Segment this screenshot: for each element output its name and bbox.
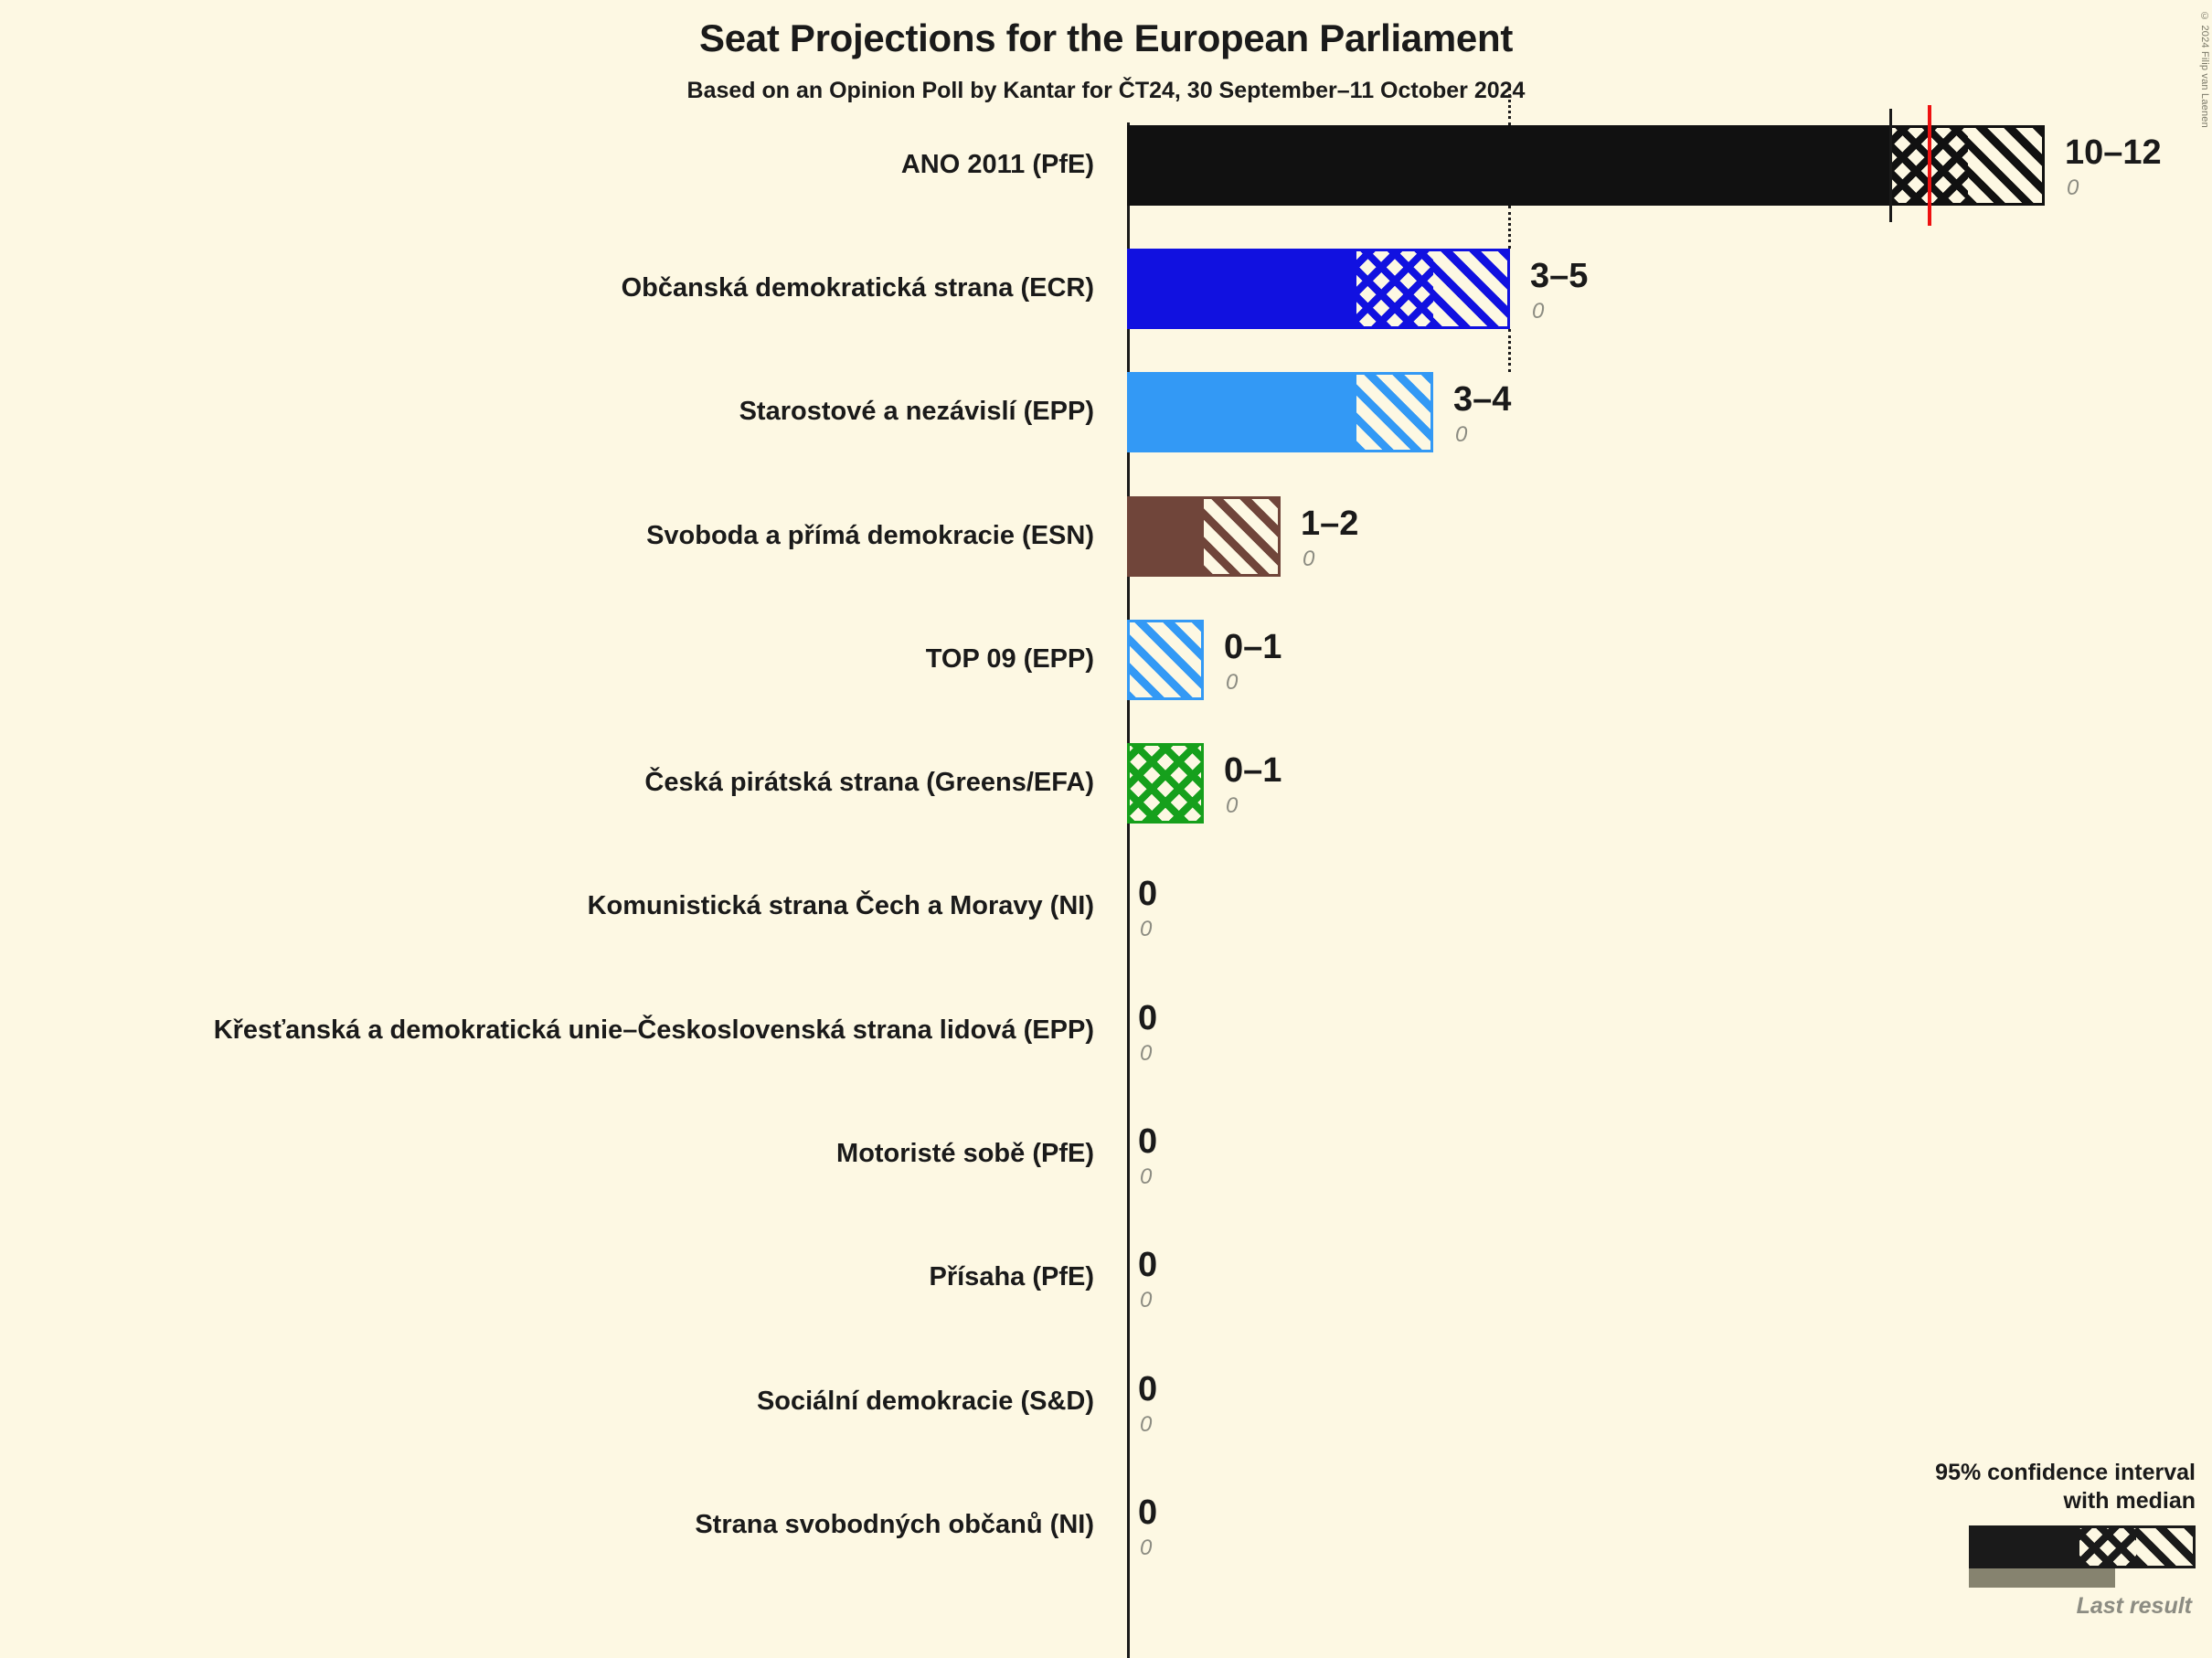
party-label: Svoboda a přímá demokracie (ESN) (646, 521, 1094, 550)
bar-segment-diagonal (1968, 125, 2045, 206)
party-row: TOP 09 (EPP) 0–1 0 (0, 620, 2212, 700)
majority-tick (1928, 105, 1931, 226)
legend-segment-crosshatch (2079, 1528, 2136, 1566)
last-result-value: 0 (1140, 1164, 1153, 1189)
threshold-dotted-line (1508, 329, 1511, 372)
bar-segment-diagonal (1433, 249, 1510, 329)
bar-outline (1127, 372, 1433, 452)
seat-range-value: 0 (1138, 999, 1158, 1037)
legend-segment-solid (1972, 1528, 2079, 1566)
last-result-value: 0 (1140, 1536, 1153, 1560)
legend-last-result-bar (1969, 1568, 2115, 1588)
bar-segment-diagonal (1356, 372, 1433, 452)
party-label: Starostové a nezávislí (EPP) (739, 397, 1094, 426)
party-row: Česká pirátská strana (Greens/EFA) 0–1 0 (0, 743, 2212, 824)
party-label: ANO 2011 (PfE) (900, 150, 1094, 179)
legend-segment-diagonal (2136, 1528, 2193, 1566)
seat-range-value: 0 (1138, 1370, 1158, 1408)
party-label: Přísaha (PfE) (929, 1262, 1095, 1291)
legend-line-2: with median (2063, 1487, 2196, 1514)
legend-last-result-label: Last result (2076, 1593, 2192, 1619)
bar-segment-diagonal (1204, 496, 1281, 577)
party-label: Motoristé sobě (PfE) (836, 1139, 1094, 1168)
seat-range-value: 3–5 (1530, 257, 1589, 295)
seat-range-value: 0–1 (1224, 751, 1282, 790)
chart-subtitle: Based on an Opinion Poll by Kantar for Č… (686, 78, 1526, 103)
party-row: Sociální demokracie (S&D) 0 0 (0, 1362, 2212, 1442)
seat-range-value: 0 (1138, 1246, 1158, 1284)
bar-segment-solid (1127, 125, 1891, 206)
confidence-interval-bar (1127, 249, 1510, 329)
last-result-value: 0 (1226, 670, 1239, 695)
seat-range-value: 0 (1138, 1122, 1158, 1161)
legend-line-1: 95% confidence interval (1935, 1460, 2196, 1485)
bar-segment-solid (1127, 249, 1356, 329)
confidence-interval-bar (1127, 496, 1281, 577)
page-title: Seat Projections for the European Parlia… (698, 16, 1514, 59)
confidence-interval-bar (1127, 372, 1433, 452)
seat-range-value: 0 (1138, 1493, 1158, 1532)
bar-outline (1127, 620, 1204, 700)
legend-sample-bar (1969, 1525, 2196, 1568)
bar-segment-crosshatch (1356, 249, 1433, 329)
party-label: Česká pirátská strana (Greens/EFA) (644, 768, 1094, 797)
confidence-interval-bar (1127, 105, 2045, 226)
party-row: Křesťanská a demokratická unie–Českoslov… (0, 991, 2212, 1071)
bar-segment-solid (1127, 496, 1204, 577)
confidence-interval-bar (1127, 743, 1204, 824)
threshold-dotted-line (1508, 206, 1511, 249)
last-result-value: 0 (1226, 793, 1239, 818)
party-label: Komunistická strana Čech a Moravy (NI) (587, 891, 1094, 920)
seat-range-value: 10–12 (2065, 133, 2162, 172)
seat-range-value: 3–4 (1453, 380, 1512, 419)
last-result-value: 0 (1140, 917, 1153, 941)
last-result-value: 0 (1532, 299, 1545, 324)
last-result-value: 0 (1140, 1288, 1153, 1313)
threshold-dotted-line (1508, 88, 1511, 125)
chart-legend: 95% confidence interval with median Last… (1885, 1459, 2196, 1620)
bar-segment-solid (1127, 372, 1356, 452)
seat-range-value: 0 (1138, 875, 1158, 913)
party-row: ANO 2011 (PfE) 10–12 0 (0, 105, 2212, 226)
bar-segment-diagonal (1127, 620, 1204, 700)
seat-range-value: 1–2 (1301, 505, 1359, 543)
party-label: Strana svobodných občanů (NI) (695, 1510, 1094, 1539)
last-result-value: 0 (1303, 547, 1315, 571)
last-result-value: 0 (1140, 1041, 1153, 1066)
bar-segment-crosshatch (1127, 743, 1204, 824)
party-row: Starostové a nezávislí (EPP) 3–4 0 (0, 372, 2212, 452)
party-label: TOP 09 (EPP) (925, 644, 1094, 674)
bar-outline (1127, 249, 1510, 329)
bar-outline (1127, 743, 1204, 824)
last-result-value: 0 (1140, 1412, 1153, 1437)
party-label: Křesťanská a demokratická unie–Českoslov… (213, 1015, 1094, 1045)
last-result-value: 0 (1455, 422, 1468, 447)
party-row: Motoristé sobě (PfE) 0 0 (0, 1114, 2212, 1195)
confidence-interval-bar (1127, 620, 1204, 700)
bar-outline (1127, 125, 2045, 206)
party-label: Sociální demokracie (S&D) (756, 1387, 1094, 1416)
legend-title: 95% confidence interval with median (1885, 1459, 2196, 1515)
party-row: Svoboda a přímá demokracie (ESN) 1–2 0 (0, 496, 2212, 577)
copyright-notice: © 2024 Filip van Laenen (2199, 11, 2210, 128)
party-row: Strana svobodných občanů (NI) 0 0 (0, 1485, 2212, 1566)
party-label: Občanská demokratická strana (ECR) (621, 273, 1094, 303)
median-tick (1889, 109, 1892, 222)
last-result-value: 0 (2067, 175, 2079, 200)
seat-range-value: 0–1 (1224, 628, 1282, 666)
vertical-axis (1127, 122, 1130, 1658)
party-row: Přísaha (PfE) 0 0 (0, 1238, 2212, 1318)
bar-outline (1127, 496, 1281, 577)
party-row: Komunistická strana Čech a Moravy (NI) 0 0 (0, 866, 2212, 947)
party-row: Občanská demokratická strana (ECR) 3–5 0 (0, 249, 2212, 329)
